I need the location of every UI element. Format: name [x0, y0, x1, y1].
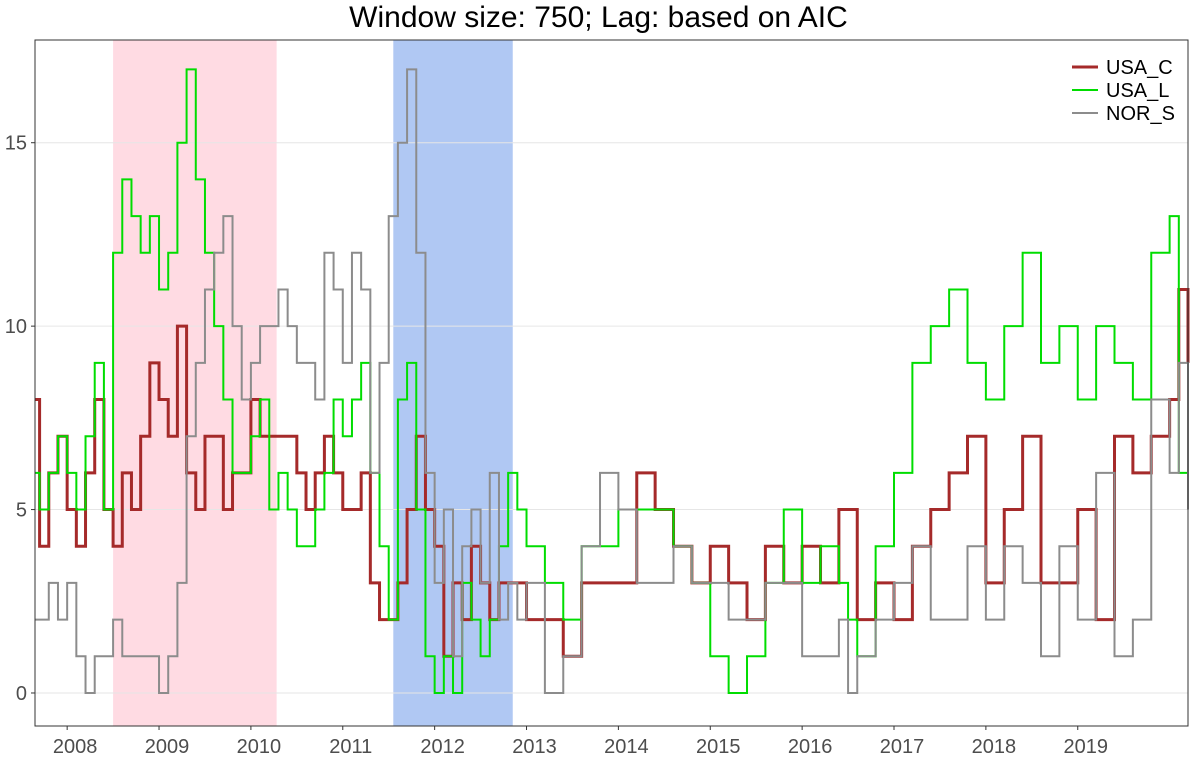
x-tick-label: 2011 [329, 736, 372, 758]
x-tick-label: 2019 [1064, 736, 1109, 758]
x-tick-label: 2015 [696, 736, 741, 758]
y-tick-label: 5 [16, 500, 27, 522]
legend-label-nor-s: NOR_S [1106, 103, 1175, 125]
x-tick-label: 2016 [788, 736, 833, 758]
x-tick-label: 2010 [237, 736, 282, 758]
series-line-nor-s [35, 68, 1189, 694]
legend-label-usa-c: USA_C [1106, 57, 1173, 79]
series-line-usa-l [35, 68, 1189, 694]
x-tick-label: 2012 [420, 736, 465, 758]
y-tick-label: 10 [5, 316, 27, 338]
x-tick-label: 2018 [972, 736, 1017, 758]
plot-border [34, 39, 1189, 727]
x-tick-label: 2013 [512, 736, 557, 758]
x-tick-label: 2017 [880, 736, 925, 758]
x-tick-label: 2014 [604, 736, 649, 758]
x-tick-label: 2008 [53, 736, 98, 758]
legend-label-usa-l: USA_L [1106, 80, 1169, 102]
y-tick-label: 15 [5, 133, 27, 155]
x-tick-label: 2009 [145, 736, 190, 758]
chart-title: Window size: 750; Lag: based on AIC [349, 1, 848, 34]
y-tick-label: 0 [16, 683, 27, 705]
